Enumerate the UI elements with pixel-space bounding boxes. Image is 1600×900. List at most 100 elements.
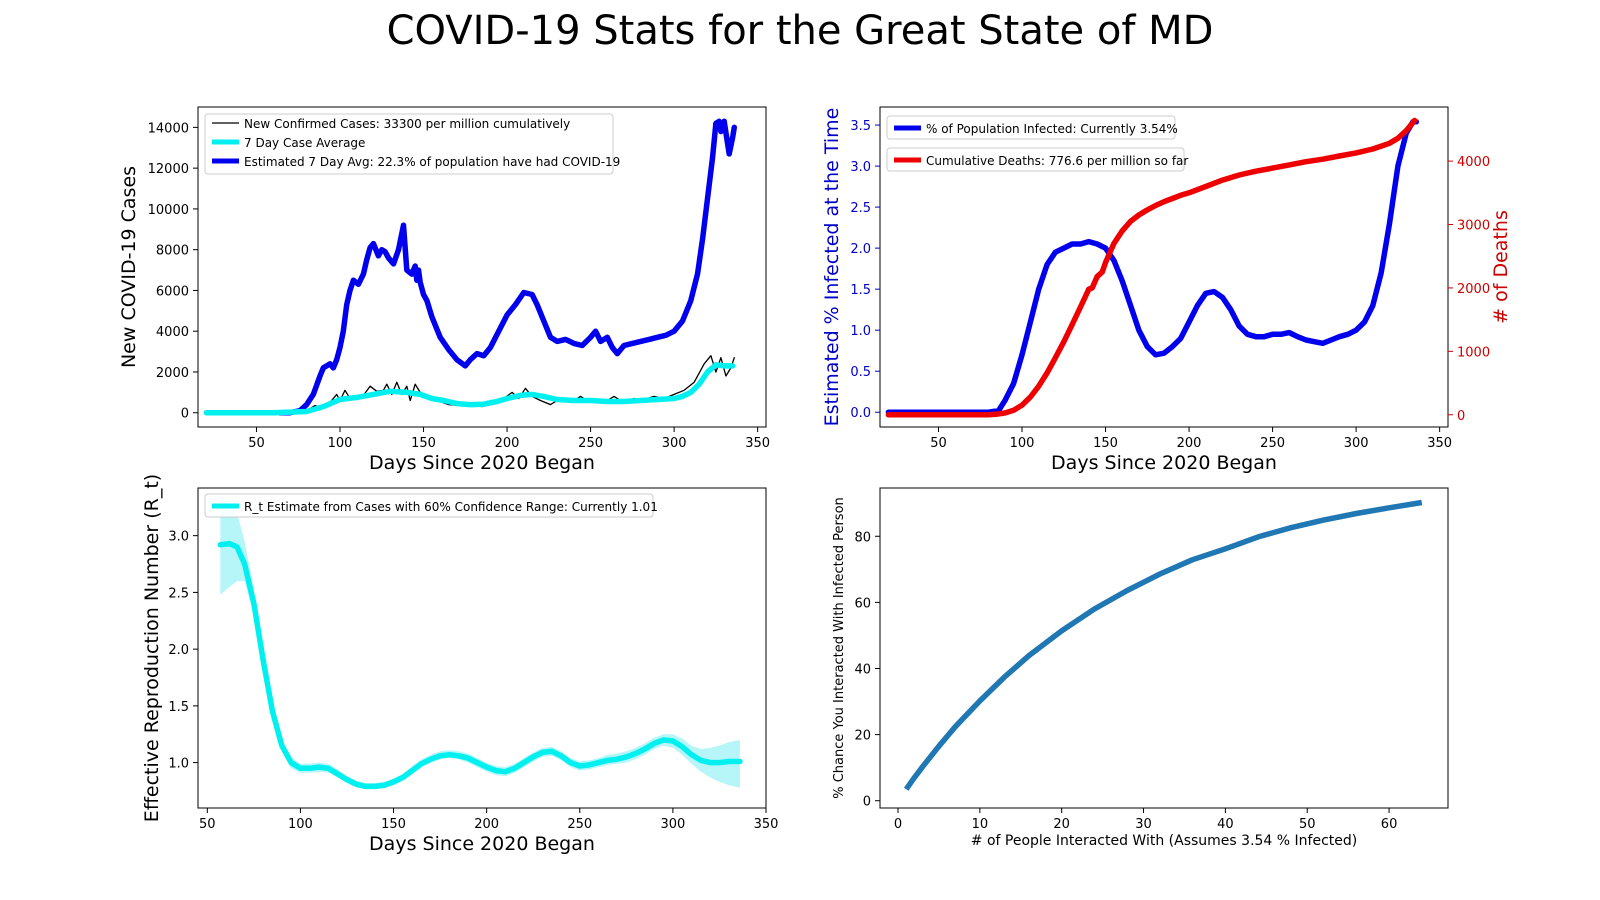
y-tick-label: 3000	[1457, 219, 1490, 234]
interaction-chart: 0 10 20 30 40 50 60 0 20 40 60 80 # of People Inte…	[832, 487, 1449, 849]
y-tick-label: 0.5	[850, 365, 871, 380]
percent-infected-line	[885, 119, 1420, 415]
infected-legend: % of Population Infected: Currently 3.54…	[886, 115, 1188, 172]
interaction-y-axis-label: % Chance You Interacted With Infected Pe…	[832, 497, 847, 799]
y-tick-label: 4000	[156, 325, 189, 340]
x-tick-label: 200	[474, 817, 499, 832]
cases-chart: 50 100 150 200 250 300 350 0 2000 4000 6000 8000 10…	[118, 106, 770, 474]
x-tick-label: 10	[972, 817, 989, 832]
cases-legend-label-new: New Confirmed Cases: 33300 per million c…	[244, 117, 570, 131]
cases-y-axis-label: New COVID-19 Cases	[118, 166, 140, 368]
interaction-plot-frame	[879, 487, 1449, 809]
y-tick-label: 60	[854, 596, 871, 611]
infected-y-axis-label: Estimated % Infected at the Time	[821, 108, 843, 427]
cases-plot-frame	[197, 106, 767, 428]
y-tick-label: 2000	[156, 366, 189, 381]
x-tick-label: 250	[567, 817, 592, 832]
y-tick-label: 1.5	[168, 700, 189, 715]
deaths-legend-box	[886, 147, 1185, 172]
y-tick-label: 0	[863, 795, 871, 810]
x-tick-label: 150	[411, 436, 436, 451]
rt-legend-box	[204, 493, 654, 518]
y-tick-label: 8000	[156, 244, 189, 259]
y-tick-label: 10000	[148, 203, 189, 218]
y-tick-label: 40	[854, 662, 871, 677]
x-tick-label: 350	[745, 436, 770, 451]
cases-legend-label-estimated: Estimated 7 Day Avg: 22.3% of population…	[244, 155, 620, 169]
rt-estimate-line	[217, 540, 743, 790]
rt-x-axis-label: Days Since 2020 Began	[369, 833, 595, 855]
deaths-legend-label: Cumulative Deaths: 776.6 per million so …	[926, 154, 1188, 168]
y-tick-label: 0.0	[850, 406, 871, 421]
rt-plot-frame	[197, 487, 767, 809]
y-tick-label: 0	[181, 407, 189, 422]
interaction-chance-line	[903, 499, 1423, 791]
x-tick-label: 100	[1010, 436, 1035, 451]
interaction-plot-area	[903, 499, 1423, 791]
page-title: COVID-19 Stats for the Great State of MD	[386, 8, 1214, 54]
x-tick-label: 200	[495, 436, 520, 451]
x-tick-label: 300	[1344, 436, 1369, 451]
infected-x-axis-label: Days Since 2020 Began	[1051, 452, 1277, 474]
y-tick-label: 3.5	[850, 119, 871, 134]
y-tick-label: 3.0	[850, 160, 871, 175]
infected-legend-box	[886, 115, 1176, 140]
y-tick-label: 2.5	[168, 586, 189, 601]
y-tick-label: 1.0	[168, 757, 189, 772]
x-tick-label: 250	[1260, 436, 1285, 451]
x-tick-label: 50	[199, 817, 216, 832]
infected-deaths-plot-area	[885, 117, 1420, 418]
cases-legend-label-avg: 7 Day Case Average	[244, 136, 365, 150]
deaths-y-axis-label: # of Deaths	[1490, 210, 1512, 324]
cases-legend-box	[204, 113, 614, 175]
x-tick-label: 0	[894, 817, 902, 832]
infected-deaths-chart: 50 100 150 200 250 300 350 0.0 0.5 1.0 1.5 2.0 2.5 3…	[821, 106, 1512, 474]
y-tick-label: 2000	[1457, 282, 1490, 297]
y-tick-label: 3.0	[168, 530, 189, 545]
y-tick-label: 1000	[1457, 345, 1490, 360]
y-tick-label: 12000	[148, 162, 189, 177]
x-tick-label: 350	[1427, 436, 1452, 451]
y-tick-label: 80	[854, 530, 871, 545]
x-tick-label: 60	[1381, 817, 1398, 832]
x-tick-label: 40	[1217, 817, 1234, 832]
rt-legend-label: R_t Estimate from Cases with 60% Confide…	[244, 500, 658, 514]
x-tick-label: 100	[328, 436, 353, 451]
x-tick-label: 30	[1135, 817, 1152, 832]
rt-confidence-band	[220, 495, 740, 789]
x-tick-label: 150	[1093, 436, 1118, 451]
x-tick-label: 250	[578, 436, 603, 451]
x-tick-label: 50	[930, 436, 947, 451]
x-tick-label: 350	[754, 817, 779, 832]
estimated-average-line	[277, 118, 738, 416]
x-tick-label: 20	[1053, 817, 1070, 832]
x-tick-label: 50	[248, 436, 265, 451]
infected-deaths-plot-frame	[879, 106, 1449, 428]
case-average-line	[203, 362, 736, 416]
x-tick-label: 50	[1299, 817, 1316, 832]
x-tick-label: 100	[288, 817, 313, 832]
cases-plot-area	[203, 118, 738, 416]
interaction-x-axis-label: # of People Interacted With (Assumes 3.5…	[971, 833, 1357, 849]
y-tick-label: 14000	[148, 121, 189, 136]
x-tick-label: 300	[660, 817, 685, 832]
y-tick-label: 4000	[1457, 155, 1490, 170]
cumulative-deaths-line	[885, 117, 1418, 418]
rt-legend: R_t Estimate from Cases with 60% Confide…	[204, 493, 658, 518]
y-tick-label: 2.5	[850, 201, 871, 216]
x-tick-label: 200	[1177, 436, 1202, 451]
cases-x-axis-label: Days Since 2020 Began	[369, 452, 595, 474]
rt-y-axis-label: Effective Reproduction Number (R_t)	[141, 474, 163, 822]
y-tick-label: 6000	[156, 284, 189, 299]
y-tick-label: 1.0	[850, 324, 871, 339]
x-tick-label: 150	[381, 817, 406, 832]
y-tick-label: 0	[1457, 409, 1465, 424]
cases-legend: New Confirmed Cases: 33300 per million c…	[204, 113, 620, 175]
rt-chart: 50 100 150 200 250 300 350 1.0 1.5 2.0 2.5 3.0 Day…	[141, 474, 778, 855]
rt-plot-area	[217, 495, 743, 790]
x-tick-label: 300	[662, 436, 687, 451]
y-tick-label: 2.0	[850, 242, 871, 257]
y-tick-label: 1.5	[850, 283, 871, 298]
y-tick-label: 20	[854, 729, 871, 744]
